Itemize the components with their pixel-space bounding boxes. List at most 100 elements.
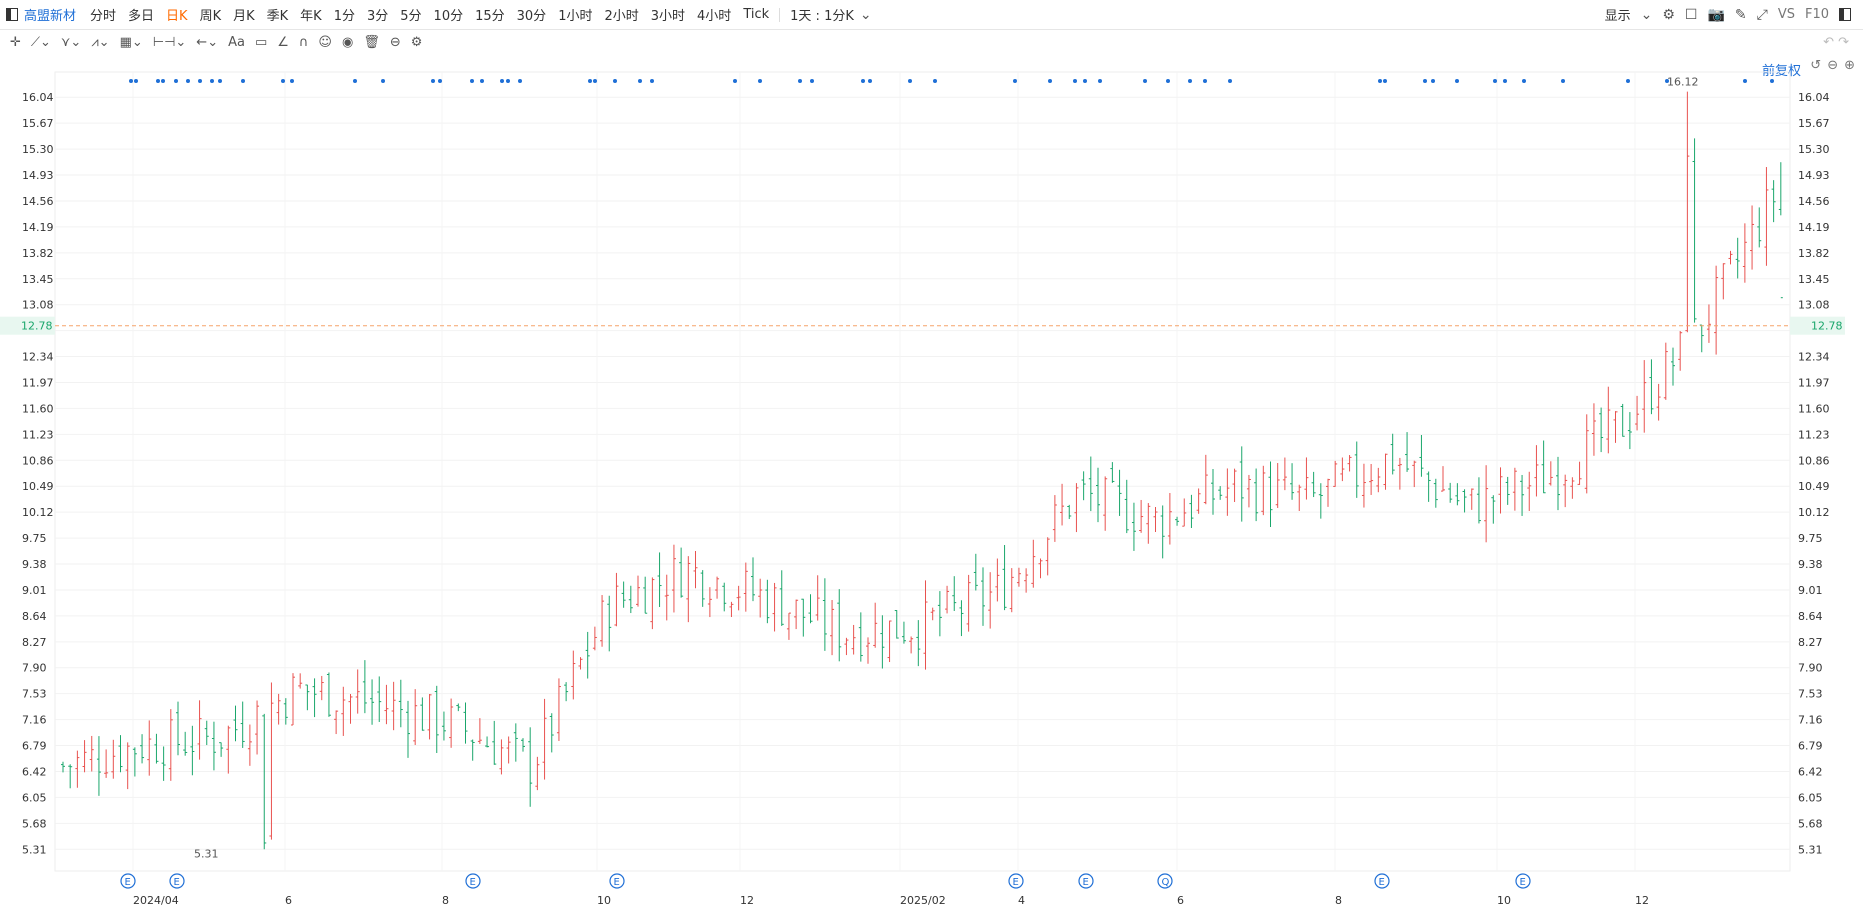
zoom-in-icon[interactable]: ⊕ [1844, 58, 1855, 73]
period-6[interactable]: 年K [300, 9, 322, 24]
period-2[interactable]: 日K [166, 9, 188, 24]
event-dot[interactable] [588, 79, 592, 83]
event-dot[interactable] [650, 79, 654, 83]
event-dot[interactable] [218, 79, 222, 83]
period-12[interactable]: 30分 [516, 9, 547, 24]
event-dot[interactable] [1561, 79, 1565, 83]
display-button[interactable]: 显示 [1604, 9, 1631, 24]
event-dot[interactable] [500, 79, 504, 83]
note-icon[interactable]: ▭ [254, 35, 268, 50]
crosshair-icon[interactable]: ✛ [10, 35, 21, 50]
period-13[interactable]: 1小时 [558, 9, 593, 24]
period-5[interactable]: 季K [266, 9, 289, 24]
period-3[interactable]: 周K [199, 9, 222, 24]
event-marker[interactable] [1008, 873, 1024, 889]
event-marker[interactable] [1078, 873, 1094, 889]
event-dot[interactable] [134, 79, 138, 83]
interval-select[interactable]: 1天 : 1分K [790, 9, 854, 24]
event-dot[interactable] [381, 79, 385, 83]
emoji-icon[interactable]: ☺ [318, 35, 332, 50]
chevron-down-icon[interactable]: ⌄ [1640, 6, 1653, 23]
event-dot[interactable] [281, 79, 285, 83]
angle-icon[interactable]: ∠ [277, 35, 289, 50]
period-7[interactable]: 1分 [333, 9, 355, 24]
event-dot[interactable] [593, 79, 597, 83]
event-dot[interactable] [1665, 79, 1669, 83]
event-dot[interactable] [1098, 79, 1102, 83]
period-1[interactable]: 多日 [128, 9, 155, 24]
measure-icon[interactable]: ▦⌄ [119, 35, 143, 50]
pen-icon[interactable]: ✎ [1734, 6, 1747, 23]
event-marker[interactable] [465, 873, 481, 889]
arrow-icon[interactable]: ←⌄ [196, 35, 219, 50]
event-dot[interactable] [480, 79, 484, 83]
event-dot[interactable] [861, 79, 865, 83]
fork-icon[interactable]: ⋎⌄ [60, 35, 82, 50]
event-dot[interactable] [613, 79, 617, 83]
event-dot[interactable] [431, 79, 435, 83]
event-dot[interactable] [1378, 79, 1382, 83]
event-dot[interactable] [1770, 79, 1774, 83]
zoom-out-icon[interactable]: ⊖ [1827, 58, 1839, 73]
event-dot[interactable] [210, 79, 214, 83]
reset-icon[interactable]: ↺ [1810, 58, 1822, 73]
candlestick-chart[interactable]: 16.04 16.04 15.67 15.67 15.30 15.30 14.93 14.93… [0, 56, 1863, 912]
period-15[interactable]: 3小时 [650, 9, 686, 24]
event-dot[interactable] [1188, 79, 1192, 83]
event-dot[interactable] [518, 79, 522, 83]
panel-toggle-icon[interactable] [1839, 8, 1851, 21]
event-dot[interactable] [1048, 79, 1052, 83]
event-dot[interactable] [1143, 79, 1147, 83]
event-dot[interactable] [1626, 79, 1630, 83]
event-dot[interactable] [186, 79, 190, 83]
event-dot[interactable] [1743, 79, 1747, 83]
event-marker[interactable] [609, 873, 625, 889]
event-dot[interactable] [438, 79, 442, 83]
period-0[interactable]: 分时 [90, 9, 117, 24]
event-dot[interactable] [470, 79, 474, 83]
event-dot[interactable] [758, 79, 762, 83]
period-11[interactable]: 15分 [475, 9, 505, 24]
event-dot[interactable] [1083, 79, 1087, 83]
event-dot[interactable] [353, 79, 357, 83]
f10-button[interactable]: F10 [1804, 7, 1829, 22]
event-dot[interactable] [798, 79, 802, 83]
period-14[interactable]: 2小时 [604, 9, 639, 24]
event-dot[interactable] [1522, 79, 1526, 83]
event-dot[interactable] [198, 79, 202, 83]
event-dot[interactable] [1203, 79, 1207, 83]
event-dot[interactable] [1228, 79, 1232, 83]
period-10[interactable]: 10分 [433, 9, 464, 24]
event-dot[interactable] [241, 79, 245, 83]
period-8[interactable]: 3分 [366, 9, 389, 24]
event-dot[interactable] [1383, 79, 1387, 83]
pattern-icon[interactable]: ⩘⌄ [91, 35, 110, 50]
event-marker[interactable] [1515, 873, 1531, 889]
event-dot[interactable] [1073, 79, 1077, 83]
range-icon[interactable]: ⊢⊣⌄ [152, 35, 187, 50]
undo-redo-icon[interactable]: ↶ ↷ [1823, 35, 1849, 50]
event-dot[interactable] [506, 79, 510, 83]
period-9[interactable]: 5分 [400, 9, 422, 24]
magnet-icon[interactable]: ∩ [298, 35, 309, 50]
event-dot[interactable] [1503, 79, 1507, 83]
period-4[interactable]: 月K [233, 9, 255, 24]
event-dot[interactable] [1431, 79, 1435, 83]
event-dot[interactable] [156, 79, 160, 83]
trendline-icon[interactable]: ⟋⌄ [30, 35, 51, 50]
eye-icon[interactable]: ◉ [341, 35, 354, 50]
layout-icon[interactable] [6, 8, 18, 21]
vs-button[interactable]: VS [1777, 7, 1795, 22]
event-dot[interactable] [933, 79, 937, 83]
event-dot[interactable] [1013, 79, 1017, 83]
event-dot[interactable] [290, 79, 294, 83]
event-marker[interactable] [120, 873, 136, 889]
event-dot[interactable] [174, 79, 178, 83]
event-dot[interactable] [161, 79, 165, 83]
event-dot[interactable] [1423, 79, 1427, 83]
period-16[interactable]: 4小时 [697, 9, 732, 24]
event-dot[interactable] [810, 79, 814, 83]
event-dot[interactable] [1166, 79, 1170, 83]
settings-icon[interactable]: ⚙ [1662, 6, 1675, 23]
link-icon[interactable]: ⊖ [389, 35, 401, 50]
